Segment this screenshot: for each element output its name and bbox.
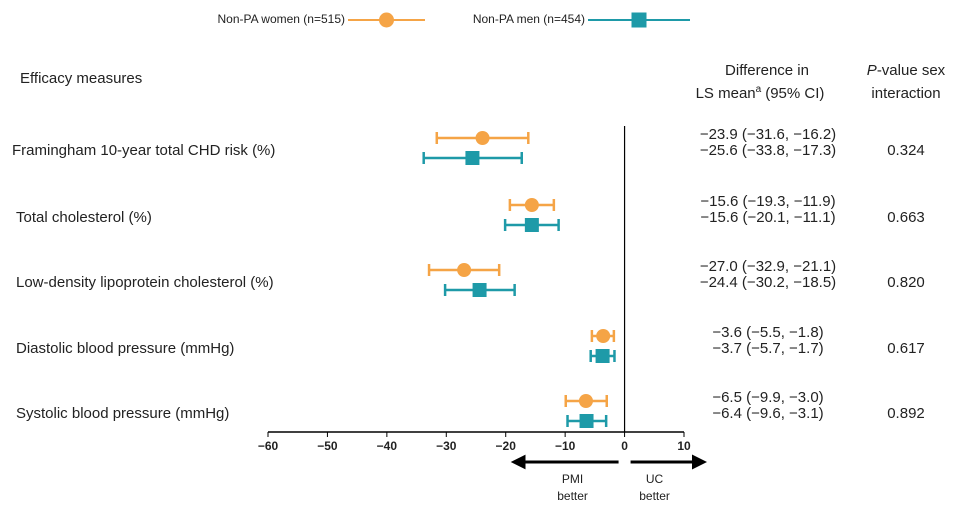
arrow-label: UC (646, 472, 664, 486)
value-label: −6.4 (−9.6, −3.1) (712, 405, 823, 422)
arrow-label: better (557, 489, 588, 503)
point (596, 329, 611, 343)
x-tick-label: −20 (496, 439, 517, 453)
point (475, 131, 490, 145)
diff-header: LS mean (696, 85, 756, 102)
p-header: -value sex (877, 62, 946, 79)
point (578, 394, 593, 408)
p-value: 0.324 (887, 142, 925, 159)
value-label: −15.6 (−19.3, −11.9) (700, 193, 835, 210)
value-label: −15.6 (−20.1, −11.1) (700, 209, 835, 226)
category-label: Low-density lipoprotein cholesterol (%) (16, 274, 274, 291)
x-tick-label: 10 (677, 439, 691, 453)
row-header: Efficacy measures (20, 70, 142, 87)
point (631, 12, 647, 28)
legend-label: Non-PA men (n=454) (473, 12, 585, 26)
x-tick-label: −10 (555, 439, 576, 453)
point (579, 414, 594, 428)
p-value: 0.617 (887, 340, 925, 357)
x-tick-label: 0 (621, 439, 628, 453)
value-label: −23.9 (−31.6, −16.2) (700, 126, 836, 143)
footnote-mark: a (756, 84, 762, 95)
diff-header: LS meana (95% CI) (696, 84, 825, 102)
point (379, 12, 394, 28)
point (465, 151, 480, 165)
arrow-label: better (639, 489, 670, 503)
category-label: Systolic blood pressure (mmHg) (16, 405, 229, 422)
point (595, 349, 610, 363)
x-tick-label: −50 (317, 439, 338, 453)
diff-header: (95% CI) (765, 85, 824, 102)
x-tick-label: −60 (258, 439, 279, 453)
point (457, 263, 472, 277)
point (472, 283, 487, 297)
p-header: interaction (871, 85, 940, 102)
value-label: −3.6 (−5.5, −1.8) (712, 324, 823, 341)
value-label: −24.4 (−30.2, −18.5) (700, 274, 836, 291)
category-label: Total cholesterol (%) (16, 209, 152, 226)
p-value: 0.892 (887, 405, 925, 422)
value-label: −25.6 (−33.8, −17.3) (700, 142, 836, 159)
value-label: −3.7 (−5.7, −1.7) (712, 340, 823, 357)
p-header: P (867, 62, 877, 79)
point (524, 218, 539, 232)
legend-label: Non-PA women (n=515) (217, 12, 345, 26)
arrow-label: PMI (562, 472, 583, 486)
p-value: 0.663 (887, 209, 925, 226)
x-tick-label: −40 (377, 439, 398, 453)
value-label: −6.5 (−9.9, −3.0) (712, 389, 823, 406)
x-tick-label: −30 (436, 439, 457, 453)
diff-header: Difference in (725, 62, 809, 79)
category-label: Diastolic blood pressure (mmHg) (16, 340, 234, 357)
category-label: Framingham 10-year total CHD risk (%) (12, 142, 275, 159)
p-header: P-value sex (867, 62, 946, 79)
p-value: 0.820 (887, 274, 925, 291)
point (524, 198, 539, 212)
value-label: −27.0 (−32.9, −21.1) (700, 258, 836, 275)
